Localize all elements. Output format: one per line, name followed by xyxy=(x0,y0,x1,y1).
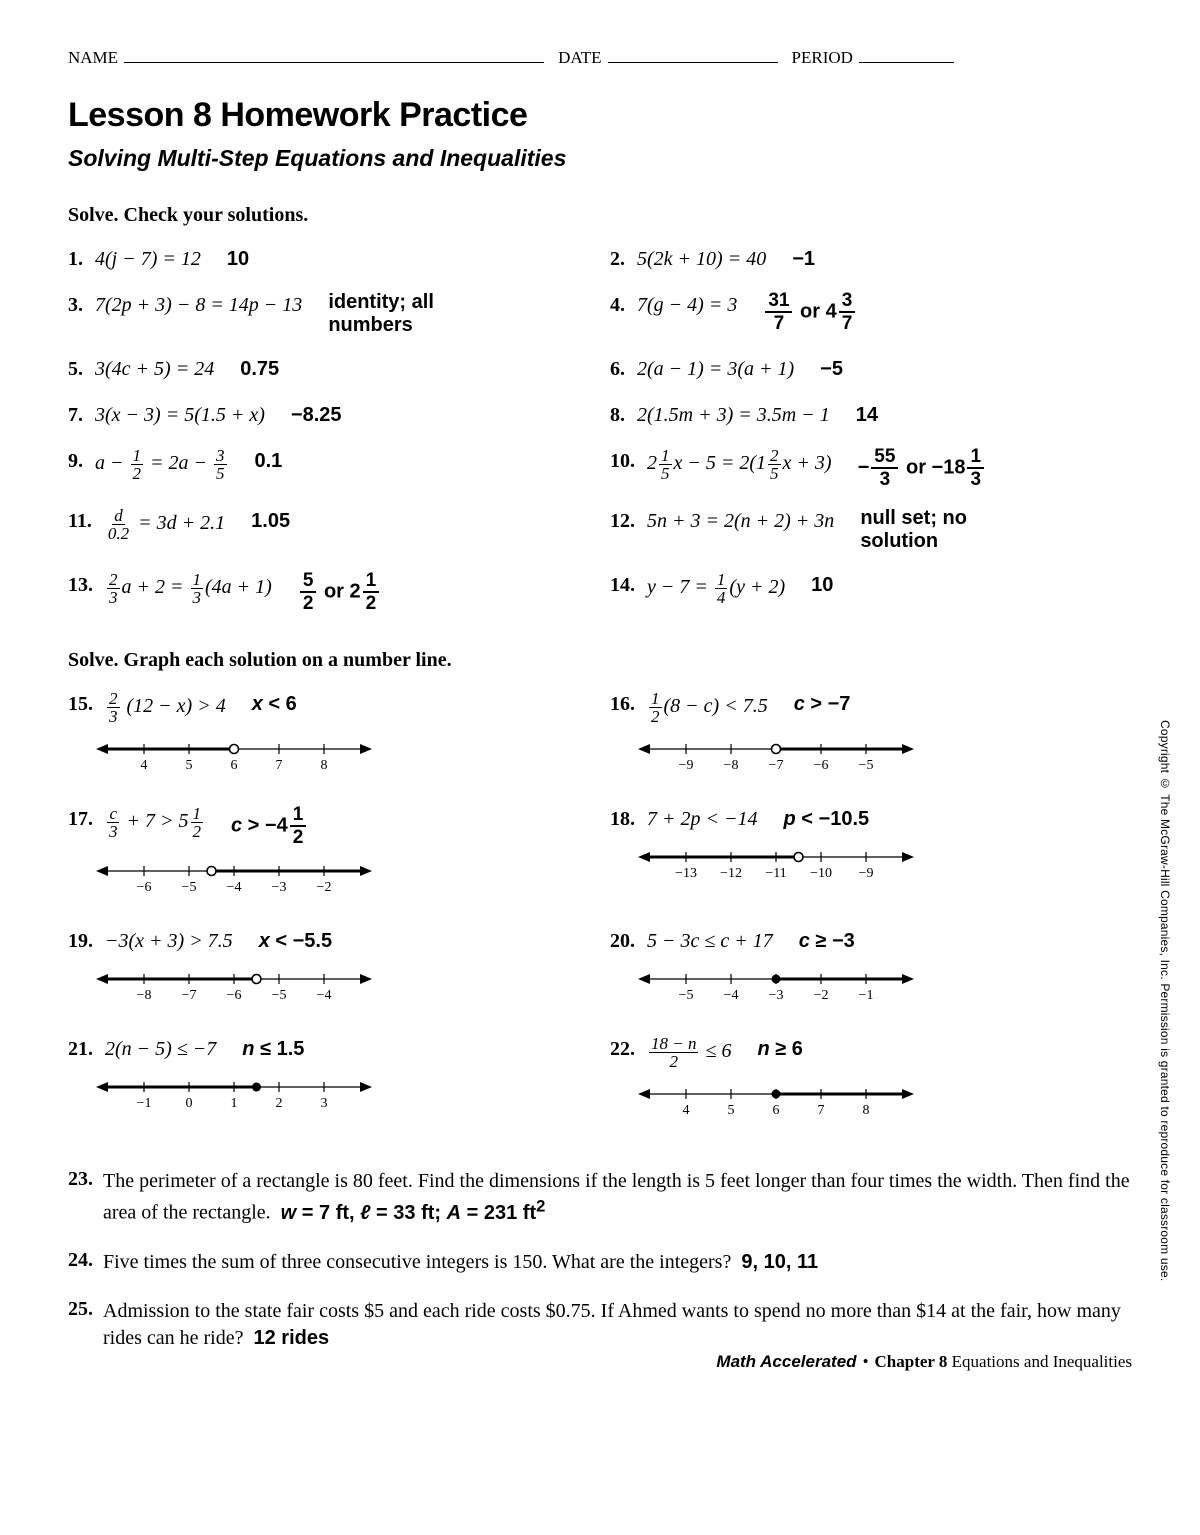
svg-text:5: 5 xyxy=(728,1103,735,1118)
svg-text:−6: −6 xyxy=(137,880,152,895)
date-label: DATE xyxy=(558,48,607,68)
copyright-text: Copyright © The McGraw-Hill Companies, I… xyxy=(1158,720,1172,1281)
lesson-subtitle: Solving Multi-Step Equations and Inequal… xyxy=(68,145,1132,172)
period-label: PERIOD xyxy=(792,48,859,68)
svg-text:6: 6 xyxy=(773,1103,780,1118)
svg-text:−6: −6 xyxy=(814,758,829,773)
problem-12: 12.5n + 3 = 2(n + 2) + 3n null set; no s… xyxy=(610,507,1132,553)
problem-22: 22.18 − n2 ≤ 6 n ≥ 6 45678 xyxy=(610,1035,1132,1132)
problem-19: 19.−3(x + 3) > 7.5 x < −5.5 −8−7−6−5−4 xyxy=(68,927,590,1017)
instruction-1: Solve. Check your solutions. xyxy=(68,204,1132,227)
svg-text:3: 3 xyxy=(321,1096,328,1111)
name-label: NAME xyxy=(68,48,124,68)
svg-text:4: 4 xyxy=(683,1103,690,1118)
problem-7: 7.3(x − 3) = 5(1.5 + x) −8.25 xyxy=(68,401,590,429)
period-blank xyxy=(859,49,954,63)
svg-text:−12: −12 xyxy=(720,866,742,881)
svg-text:−8: −8 xyxy=(724,758,739,773)
problems-section-2: 15.23 (12 − x) > 4 x < 6 45678 16.12(8 −… xyxy=(68,690,1132,1132)
svg-text:−9: −9 xyxy=(859,866,874,881)
svg-text:8: 8 xyxy=(863,1103,870,1118)
problem-24: 24. Five times the sum of three consecut… xyxy=(68,1249,1132,1276)
svg-text:−11: −11 xyxy=(765,866,786,881)
svg-text:4: 4 xyxy=(141,758,148,773)
svg-text:−5: −5 xyxy=(679,988,694,1003)
instruction-2: Solve. Graph each solution on a number l… xyxy=(68,649,1132,672)
svg-text:−13: −13 xyxy=(675,866,697,881)
problem-11: 11.d0.2 = 3d + 2.1 1.05 xyxy=(68,507,590,553)
svg-text:−2: −2 xyxy=(814,988,829,1003)
name-blank xyxy=(124,49,544,63)
svg-text:−5: −5 xyxy=(859,758,874,773)
svg-text:−9: −9 xyxy=(679,758,694,773)
problem-23: 23. The perimeter of a rectangle is 80 f… xyxy=(68,1168,1132,1227)
svg-text:−5: −5 xyxy=(182,880,197,895)
svg-text:−1: −1 xyxy=(137,1096,152,1111)
problem-18: 18.7 + 2p < −14 p < −10.5 −13−12−11−10−9 xyxy=(610,805,1132,909)
lesson-title: Lesson 8 Homework Practice xyxy=(68,96,1132,135)
problem-2: 2.5(2k + 10) = 40 −1 xyxy=(610,245,1132,273)
svg-text:−2: −2 xyxy=(317,880,332,895)
svg-text:0: 0 xyxy=(186,1096,193,1111)
problem-4: 4.7(g − 4) = 3 317 or 437 xyxy=(610,291,1132,337)
problem-20: 20.5 − 3c ≤ c + 17 c ≥ −3 −5−4−3−2−1 xyxy=(610,927,1132,1017)
problem-8: 8.2(1.5m + 3) = 3.5m − 1 14 xyxy=(610,401,1132,429)
problem-3: 3.7(2p + 3) − 8 = 14p − 13 identity; all… xyxy=(68,291,590,337)
svg-text:5: 5 xyxy=(186,758,193,773)
svg-text:6: 6 xyxy=(231,758,238,773)
problems-section-1: 1.4(j − 7) = 12 10 2.5(2k + 10) = 40 −1 … xyxy=(68,245,1132,613)
svg-text:−8: −8 xyxy=(137,988,152,1003)
problem-17: 17.c3 + 7 > 512 c > −412 −6−5−4−3−2 xyxy=(68,805,590,909)
problem-14: 14.y − 7 = 14(y + 2) 10 xyxy=(610,571,1132,613)
problem-25: 25. Admission to the state fair costs $5… xyxy=(68,1298,1132,1352)
svg-text:1: 1 xyxy=(231,1096,238,1111)
svg-text:−6: −6 xyxy=(227,988,242,1003)
page-footer: Math Accelerated•Chapter 8 Equations and… xyxy=(716,1352,1132,1372)
word-problems: 23. The perimeter of a rectangle is 80 f… xyxy=(68,1168,1132,1352)
problem-15: 15.23 (12 − x) > 4 x < 6 45678 xyxy=(68,690,590,787)
svg-text:7: 7 xyxy=(276,758,283,773)
svg-text:−3: −3 xyxy=(769,988,784,1003)
svg-text:−1: −1 xyxy=(859,988,874,1003)
svg-text:−4: −4 xyxy=(317,988,332,1003)
problem-21: 21.2(n − 5) ≤ −7 n ≤ 1.5 −10123 xyxy=(68,1035,590,1132)
problem-16: 16.12(8 − c) < 7.5 c > −7 −9−8−7−6−5 xyxy=(610,690,1132,787)
svg-text:−3: −3 xyxy=(272,880,287,895)
worksheet-header: NAME DATE PERIOD xyxy=(68,48,1132,68)
svg-text:−7: −7 xyxy=(769,758,784,773)
svg-text:−4: −4 xyxy=(724,988,739,1003)
problem-10: 10.215x − 5 = 2(125x + 3) −553 or −1813 xyxy=(610,447,1132,489)
problem-9: 9.a − 12 = 2a − 35 0.1 xyxy=(68,447,590,489)
problem-5: 5.3(4c + 5) = 24 0.75 xyxy=(68,355,590,383)
problem-13: 13.23a + 2 = 13(4a + 1) 52 or 212 xyxy=(68,571,590,613)
problem-6: 6.2(a − 1) = 3(a + 1) −5 xyxy=(610,355,1132,383)
svg-text:7: 7 xyxy=(818,1103,825,1118)
date-blank xyxy=(608,49,778,63)
svg-text:−5: −5 xyxy=(272,988,287,1003)
svg-text:−4: −4 xyxy=(227,880,242,895)
svg-text:−7: −7 xyxy=(182,988,197,1003)
svg-text:8: 8 xyxy=(321,758,328,773)
problem-1: 1.4(j − 7) = 12 10 xyxy=(68,245,590,273)
svg-text:2: 2 xyxy=(276,1096,283,1111)
svg-text:−10: −10 xyxy=(810,866,832,881)
